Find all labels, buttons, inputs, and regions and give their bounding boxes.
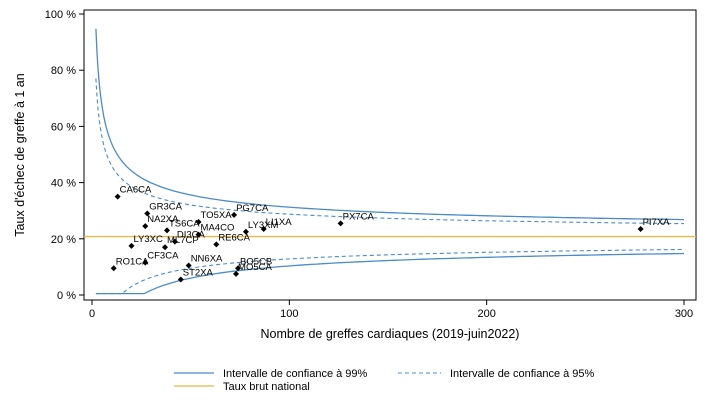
centre-point: PG7CA	[231, 203, 269, 218]
point-marker	[177, 276, 184, 283]
confidence-limits	[95, 28, 685, 295]
x-tick-label: 100	[280, 308, 298, 320]
point-label: RE6CA	[218, 232, 250, 243]
y-tick-label: 20 %	[51, 234, 76, 246]
centre-point: TO5XA	[195, 210, 233, 225]
point-marker	[128, 242, 135, 249]
point-marker	[144, 210, 151, 217]
point-label: DI3CA	[177, 230, 206, 241]
legend: Intervalle de confiance à 99% Intervalle…	[174, 368, 595, 393]
centre-point: LY3XM	[242, 220, 279, 235]
point-label: ST2XA	[183, 268, 214, 279]
centre-point: NN6XA	[185, 253, 223, 269]
centre-point: PI7XA	[637, 217, 671, 232]
centre-point: LI1XA	[260, 217, 293, 232]
point-label: PG7CA	[236, 203, 269, 214]
point-label: NN6XA	[191, 253, 223, 264]
ci95-upper-curve	[95, 78, 684, 225]
point-marker	[110, 265, 117, 272]
y-tick-label: 100 %	[45, 9, 76, 21]
centre-point: RO1CA	[110, 256, 149, 272]
point-marker	[260, 225, 267, 232]
point-marker	[142, 223, 149, 230]
ci99-upper-curve	[95, 28, 685, 221]
point-marker	[195, 218, 202, 225]
centre-point: RE6CA	[213, 232, 251, 248]
centre-point: BO5CB	[235, 256, 272, 272]
x-axis-title: Nombre de greffes cardiaques (2019-juin2…	[261, 327, 520, 341]
point-label: CA6CA	[120, 185, 152, 196]
point-label: MO5CA	[238, 262, 272, 273]
point-label: BO5CB	[240, 256, 272, 267]
x-tick-label: 0	[89, 308, 95, 320]
plot-frame	[83, 9, 697, 301]
ci95-lower-curve	[95, 248, 684, 295]
y-tick-label: 80 %	[51, 65, 76, 77]
point-label: RO1CA	[116, 256, 149, 267]
point-label: GR3CA	[149, 202, 182, 213]
y-tick-label: 40 %	[51, 178, 76, 190]
point-marker	[242, 228, 249, 235]
point-marker	[235, 265, 242, 272]
x-tick-label: 200	[477, 308, 495, 320]
y-tick-label: 0 %	[57, 290, 76, 302]
centre-point: DI3CA	[171, 230, 206, 245]
point-marker	[163, 227, 170, 234]
point-label: MA4CO	[201, 223, 235, 234]
centre-point: GR3CA	[144, 202, 183, 217]
centre-point: LY3XC	[128, 234, 163, 249]
point-marker	[233, 270, 240, 277]
centre-point: TS6CA	[163, 218, 200, 234]
point-marker	[231, 211, 238, 218]
centre-point: CF3CA	[142, 251, 179, 266]
legend-label-ci99: Intervalle de confiance à 99%	[223, 368, 368, 380]
point-marker	[142, 259, 149, 266]
point-label: CF3CA	[147, 251, 179, 262]
point-label: NA2XA	[147, 214, 179, 225]
point-marker	[162, 244, 169, 251]
centre-point: CA6CA	[114, 185, 152, 200]
point-label: LY3XC	[133, 234, 163, 245]
point-marker	[637, 225, 644, 232]
centre-point: NA2XA	[142, 214, 179, 230]
centre-point: ST2XA	[177, 268, 214, 283]
point-label: TO5XA	[201, 210, 233, 221]
centre-point: MO5CA	[233, 262, 273, 277]
point-marker	[185, 262, 192, 269]
legend-label-national: Taux brut national	[223, 381, 310, 393]
point-label: LI1XA	[266, 217, 293, 228]
y-axis: 0 % 20 % 40 % 60 % 80 % 100 %	[45, 9, 84, 302]
point-label: PX7CA	[343, 211, 375, 222]
y-tick-label: 60 %	[51, 121, 76, 133]
x-tick-label: 300	[675, 308, 693, 320]
point-marker	[213, 241, 220, 248]
point-marker	[114, 193, 121, 200]
point-label: ML7CP	[167, 235, 199, 246]
centre-point: MA4CO	[195, 223, 235, 238]
point-label: TS6CA	[169, 218, 200, 229]
y-axis-title: Taux d'échec de greffe à 1 an	[13, 73, 27, 236]
point-marker	[171, 238, 178, 245]
centre-point: PX7CA	[337, 211, 375, 227]
point-marker	[195, 231, 202, 238]
centre-point: ML7CP	[162, 235, 199, 251]
x-axis: 0 100 200 300	[89, 300, 693, 320]
point-label: LY3XM	[248, 220, 279, 231]
point-marker	[337, 220, 344, 227]
legend-label-ci95: Intervalle de confiance à 95%	[450, 368, 595, 380]
point-label: PI7XA	[643, 217, 671, 228]
